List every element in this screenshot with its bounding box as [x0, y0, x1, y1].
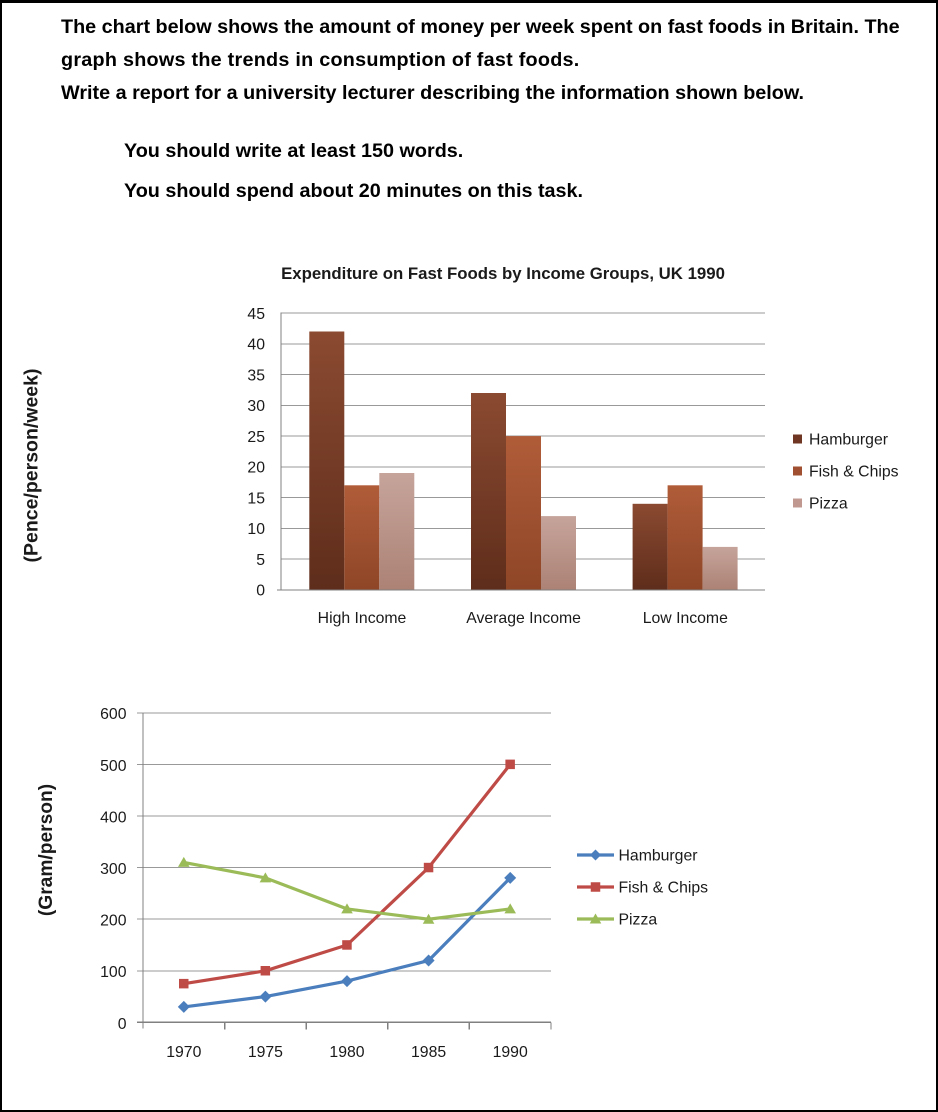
svg-text:Fish & Chips: Fish & Chips [619, 880, 709, 897]
svg-text:Low Income: Low Income [643, 610, 728, 627]
svg-text:1980: 1980 [329, 1044, 364, 1061]
svg-text:1985: 1985 [411, 1044, 446, 1061]
svg-text:35: 35 [247, 367, 265, 384]
svg-text:1990: 1990 [493, 1044, 528, 1061]
svg-text:0: 0 [118, 1016, 127, 1033]
svg-text:Average Income: Average Income [466, 610, 581, 627]
svg-text:Fish & Chips: Fish & Chips [809, 464, 899, 481]
svg-text:100: 100 [100, 964, 127, 981]
svg-text:40: 40 [247, 337, 265, 354]
svg-text:25: 25 [247, 429, 265, 446]
svg-text:500: 500 [100, 758, 127, 775]
svg-text:45: 45 [247, 306, 265, 323]
svg-text:1970: 1970 [166, 1044, 201, 1061]
svg-text:(Gram/person): (Gram/person) [36, 784, 57, 916]
svg-text:Pizza: Pizza [619, 912, 658, 929]
svg-text:20: 20 [247, 460, 265, 477]
svg-text:200: 200 [100, 913, 127, 930]
svg-text:Hamburger: Hamburger [809, 432, 888, 449]
svg-text:0: 0 [256, 583, 265, 600]
svg-text:10: 10 [247, 521, 265, 538]
svg-text:5: 5 [256, 552, 265, 569]
svg-text:Expenditure on Fast Foods by I: Expenditure on Fast Foods by Income Grou… [281, 264, 725, 283]
svg-text:600: 600 [100, 706, 127, 723]
svg-text:30: 30 [247, 398, 265, 415]
svg-text:15: 15 [247, 490, 265, 507]
svg-text:1975: 1975 [248, 1044, 283, 1061]
svg-text:Pizza: Pizza [809, 496, 848, 513]
svg-text:Hamburger: Hamburger [619, 848, 698, 865]
svg-text:(Pence/person/week): (Pence/person/week) [21, 369, 43, 563]
svg-text:High Income: High Income [318, 610, 407, 627]
svg-text:400: 400 [100, 809, 127, 826]
svg-text:300: 300 [100, 861, 127, 878]
